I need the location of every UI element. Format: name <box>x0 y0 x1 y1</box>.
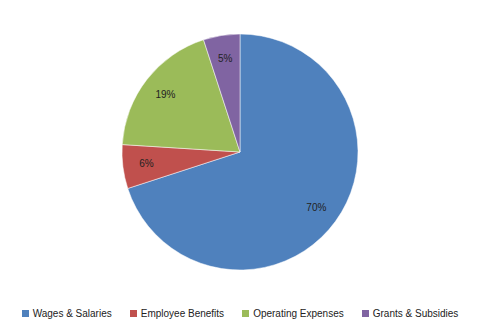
svg-text:19%: 19% <box>155 89 175 100</box>
svg-text:6%: 6% <box>139 158 154 169</box>
html-text:Grants & Subsidies: Grants & Subsidies <box>372 308 459 319</box>
svg-text:70%: 70% <box>306 202 326 213</box>
html-text:Wages & Salaries: Wages & Salaries <box>32 308 112 319</box>
svg-text:5%: 5% <box>218 53 233 64</box>
html-text:Employee Benefits: Employee Benefits <box>140 308 225 319</box>
html-text:Operating Expenses: Operating Expenses <box>253 308 344 319</box>
